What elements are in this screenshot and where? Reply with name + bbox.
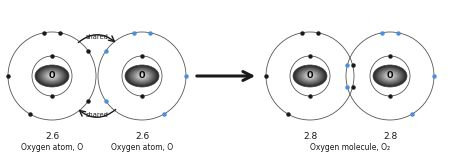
Ellipse shape: [43, 70, 61, 82]
Text: Oxygen atom, O: Oxygen atom, O: [111, 143, 173, 152]
Ellipse shape: [387, 74, 393, 78]
Ellipse shape: [41, 69, 64, 83]
Ellipse shape: [141, 75, 143, 77]
Ellipse shape: [47, 73, 56, 79]
Ellipse shape: [132, 69, 152, 83]
Ellipse shape: [305, 73, 315, 79]
Text: O: O: [387, 71, 393, 81]
Text: 2.8: 2.8: [383, 132, 397, 141]
Ellipse shape: [126, 66, 158, 86]
Ellipse shape: [377, 68, 402, 84]
Text: 2.6: 2.6: [45, 132, 59, 141]
Ellipse shape: [298, 68, 322, 84]
Ellipse shape: [308, 74, 312, 78]
Ellipse shape: [296, 67, 324, 85]
Ellipse shape: [129, 68, 155, 84]
Ellipse shape: [385, 73, 394, 79]
Text: Oxygen atom, O: Oxygen atom, O: [21, 143, 83, 152]
Ellipse shape: [375, 66, 405, 86]
Ellipse shape: [382, 71, 398, 81]
Ellipse shape: [37, 66, 67, 86]
Ellipse shape: [303, 72, 317, 80]
Ellipse shape: [300, 69, 320, 83]
Text: O: O: [307, 71, 313, 81]
Ellipse shape: [134, 71, 150, 81]
Ellipse shape: [38, 67, 65, 85]
Ellipse shape: [131, 69, 153, 83]
Ellipse shape: [299, 69, 321, 83]
Text: 2.8: 2.8: [303, 132, 317, 141]
Ellipse shape: [293, 65, 327, 87]
Ellipse shape: [380, 69, 400, 83]
Ellipse shape: [138, 74, 146, 78]
Text: shared: shared: [86, 112, 109, 118]
Ellipse shape: [50, 74, 54, 78]
Text: Oxygen molecule, O₂: Oxygen molecule, O₂: [310, 143, 390, 152]
Text: O: O: [139, 71, 145, 81]
Ellipse shape: [42, 69, 62, 83]
Ellipse shape: [46, 72, 58, 80]
Ellipse shape: [307, 74, 313, 78]
Ellipse shape: [381, 70, 399, 82]
Ellipse shape: [125, 65, 159, 87]
Ellipse shape: [301, 70, 319, 82]
Ellipse shape: [137, 72, 148, 80]
Ellipse shape: [127, 66, 157, 86]
Ellipse shape: [39, 68, 64, 84]
Ellipse shape: [388, 74, 392, 78]
Ellipse shape: [309, 75, 311, 77]
Ellipse shape: [36, 66, 68, 86]
Ellipse shape: [49, 74, 55, 78]
Ellipse shape: [35, 65, 69, 87]
Ellipse shape: [294, 66, 326, 86]
Text: O: O: [49, 71, 55, 81]
Ellipse shape: [44, 71, 60, 81]
Ellipse shape: [302, 71, 318, 81]
Text: 2.6: 2.6: [135, 132, 149, 141]
Ellipse shape: [295, 66, 325, 86]
Text: shared: shared: [86, 34, 109, 40]
Ellipse shape: [376, 67, 403, 85]
Ellipse shape: [374, 66, 406, 86]
Ellipse shape: [384, 72, 396, 80]
Ellipse shape: [51, 75, 53, 77]
Ellipse shape: [373, 65, 407, 87]
Ellipse shape: [383, 72, 397, 80]
Ellipse shape: [389, 75, 391, 77]
Ellipse shape: [137, 73, 146, 79]
Ellipse shape: [135, 72, 149, 80]
Ellipse shape: [379, 69, 401, 83]
Ellipse shape: [45, 72, 59, 80]
Ellipse shape: [128, 67, 155, 85]
Ellipse shape: [133, 70, 151, 82]
Ellipse shape: [304, 72, 316, 80]
Ellipse shape: [140, 74, 144, 78]
